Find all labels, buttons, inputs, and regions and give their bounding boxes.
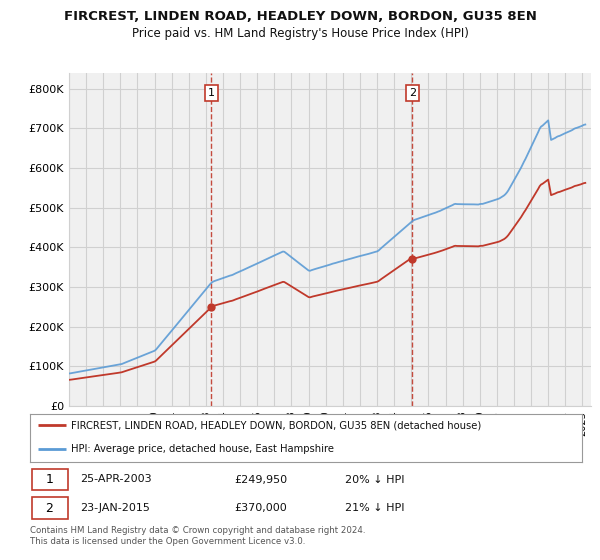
Text: FIRCREST, LINDEN ROAD, HEADLEY DOWN, BORDON, GU35 8EN (detached house): FIRCREST, LINDEN ROAD, HEADLEY DOWN, BOR… <box>71 421 482 430</box>
Text: Price paid vs. HM Land Registry's House Price Index (HPI): Price paid vs. HM Land Registry's House … <box>131 27 469 40</box>
Text: 20% ↓ HPI: 20% ↓ HPI <box>344 474 404 484</box>
Text: 25-APR-2003: 25-APR-2003 <box>80 474 151 484</box>
Text: FIRCREST, LINDEN ROAD, HEADLEY DOWN, BORDON, GU35 8EN: FIRCREST, LINDEN ROAD, HEADLEY DOWN, BOR… <box>64 10 536 23</box>
Text: 2: 2 <box>409 88 416 98</box>
Text: 2: 2 <box>46 502 53 515</box>
Text: HPI: Average price, detached house, East Hampshire: HPI: Average price, detached house, East… <box>71 444 334 454</box>
Text: 21% ↓ HPI: 21% ↓ HPI <box>344 503 404 514</box>
Text: Contains HM Land Registry data © Crown copyright and database right 2024.
This d: Contains HM Land Registry data © Crown c… <box>30 526 365 546</box>
FancyBboxPatch shape <box>32 497 68 519</box>
Text: £370,000: £370,000 <box>234 503 287 514</box>
Text: £249,950: £249,950 <box>234 474 287 484</box>
Text: 23-JAN-2015: 23-JAN-2015 <box>80 503 149 514</box>
Text: 1: 1 <box>46 473 53 486</box>
FancyBboxPatch shape <box>32 469 68 491</box>
Text: 1: 1 <box>208 88 215 98</box>
